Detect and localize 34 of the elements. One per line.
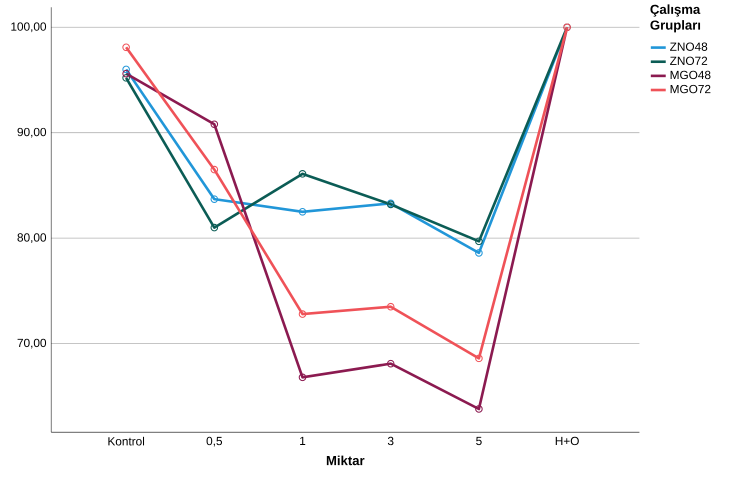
point [122,66,130,74]
point [298,170,306,178]
point [122,43,130,52]
point [475,249,483,257]
x-axis-title: Miktar [326,456,364,466]
x-tick-label: 5 [476,436,482,446]
point [298,374,306,382]
y-tick-label: 100,00 [11,22,46,32]
point [210,166,218,174]
x-tick-label: H+O [556,436,579,446]
legend-label: ZNO48 [670,42,708,51]
x-tick-label: Kontrol [108,436,144,446]
legend-label: ZNO72 [670,56,708,65]
point [386,360,395,368]
point [210,120,218,128]
point [475,237,483,246]
legend-title: Çalışma Grupları [650,4,700,32]
y-tick-label: 70,00 [18,338,46,348]
legend-label: MGO72 [670,84,710,94]
y-tick-label: 80,00 [17,233,46,243]
point [122,70,130,78]
point [475,405,483,413]
point [386,302,395,310]
x-tick-label: 1 [300,436,306,445]
point [298,208,306,216]
point [210,224,218,232]
x-tick-label: 3 [388,436,394,446]
legend-label: MGO48 [670,70,710,80]
x-tick-label: 0,5 [206,436,222,447]
point [475,354,483,362]
point [122,74,130,82]
point [298,310,306,318]
point [210,195,218,203]
y-tick-label: 90,00 [18,128,46,138]
